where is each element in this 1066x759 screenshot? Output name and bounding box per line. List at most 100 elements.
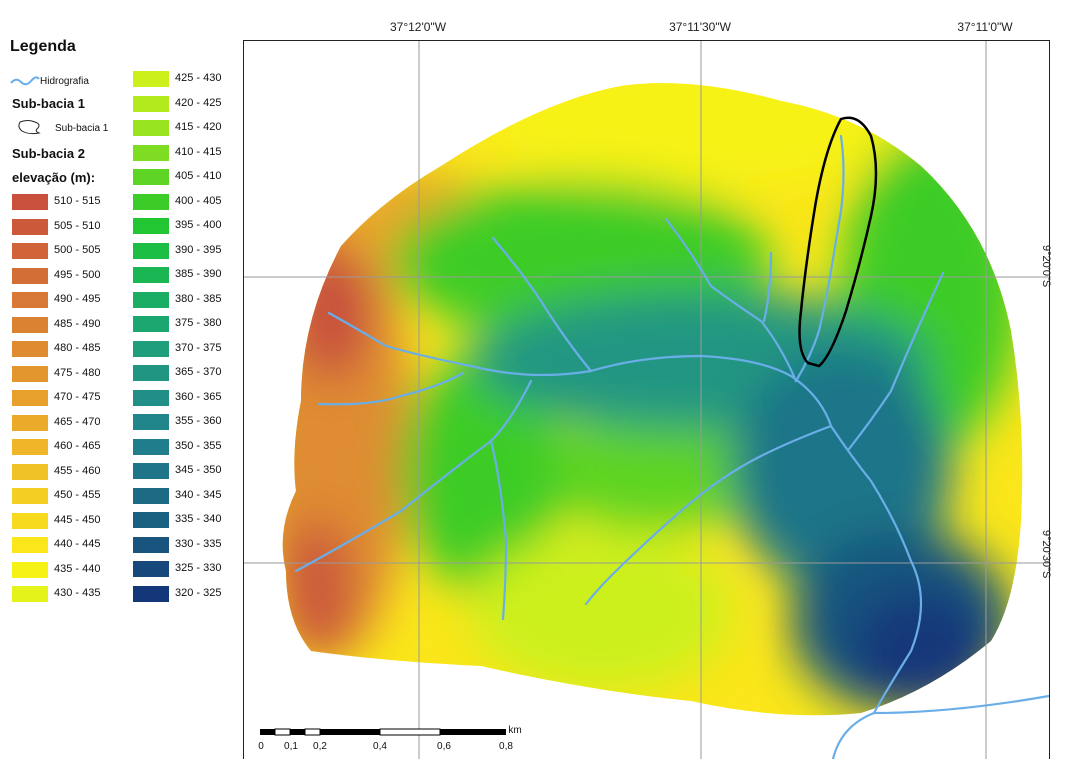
elevation-class-label: 330 - 335 — [175, 537, 222, 550]
elevation-class-swatch — [133, 169, 169, 185]
elevation-class-swatch — [133, 487, 169, 504]
elevation-raster — [282, 83, 1023, 716]
elevation-class-swatch — [12, 561, 48, 578]
elevation-class-label: 325 - 330 — [175, 562, 222, 574]
scale-tick-4: 0,6 — [437, 741, 451, 752]
elevation-class-label: 420 - 425 — [175, 96, 222, 109]
elevation-class-swatch — [133, 463, 169, 479]
elevation-class-label: 490 - 495 — [54, 293, 101, 305]
elevation-class-label: 360 - 365 — [175, 390, 222, 403]
elevation-class-swatch — [12, 292, 48, 308]
scale-tick-0: 0 — [258, 741, 264, 752]
legend-elevation-heading: elevação (m): — [12, 170, 96, 185]
elevation-class-label: 350 - 355 — [175, 439, 222, 452]
elevation-class-swatch — [12, 267, 48, 284]
elevation-class-label: 450 - 455 — [54, 489, 101, 501]
elevation-class-label: 340 - 345 — [175, 488, 222, 501]
elevation-class-label: 445 - 450 — [54, 513, 101, 526]
elevation-class-swatch — [12, 316, 48, 333]
elevation-class-label: 355 - 360 — [175, 415, 222, 427]
scale-bar-graphic — [260, 728, 506, 736]
elevation-class-swatch — [12, 586, 48, 602]
elevation-class-label: 425 - 430 — [175, 72, 222, 84]
elevation-class-label: 335 - 340 — [175, 513, 222, 525]
elevation-class-label: 505 - 510 — [54, 219, 101, 232]
elevation-class-label: 345 - 350 — [175, 464, 222, 476]
elevation-class-label: 430 - 435 — [54, 587, 101, 599]
elevation-class-swatch — [133, 218, 169, 234]
elevation-class-swatch — [133, 536, 169, 553]
elevation-class-swatch — [133, 95, 169, 112]
elevation-class-swatch — [12, 488, 48, 504]
elevation-class-label: 395 - 400 — [175, 219, 222, 231]
elevation-class-label: 410 - 415 — [175, 145, 222, 158]
elevation-class-label: 440 - 445 — [54, 538, 101, 550]
elevation-class-swatch — [12, 341, 48, 357]
elevation-class-label: 375 - 380 — [175, 317, 222, 329]
hydrography-line-icon — [10, 76, 40, 86]
subbasin-outline-icon — [18, 120, 41, 135]
elevation-class-label: 480 - 485 — [54, 342, 101, 354]
elevation-class-label: 455 - 460 — [54, 464, 101, 477]
elevation-class-swatch — [133, 438, 169, 455]
legend-subbasin1-label: Sub-bacia 1 — [55, 123, 109, 134]
elevation-class-label: 460 - 465 — [54, 440, 101, 452]
elevation-class-swatch — [133, 316, 169, 332]
river-network — [294, 134, 1049, 759]
scale-tick-2: 0,2 — [313, 741, 327, 752]
subbasin-1-outline — [798, 116, 878, 368]
elevation-class-swatch — [133, 120, 169, 136]
elevation-class-swatch — [133, 291, 169, 308]
elevation-class-swatch — [133, 585, 169, 602]
elevation-class-label: 380 - 385 — [175, 292, 222, 305]
legend-subbasin1-heading: Sub-bacia 1 — [12, 96, 85, 111]
elevation-class-swatch — [133, 365, 169, 381]
elevation-class-label: 415 - 420 — [175, 121, 222, 133]
elevation-class-swatch — [133, 340, 169, 357]
legend-hydrography-label: Hidrografia — [40, 76, 89, 87]
elevation-class-label: 365 - 370 — [175, 366, 222, 378]
elevation-class-label: 320 - 325 — [175, 586, 222, 599]
elevation-class-swatch — [12, 194, 48, 210]
map-frame — [243, 40, 1050, 759]
legend-title: Legenda — [10, 38, 76, 55]
scale-tick-1: 0,1 — [284, 741, 298, 752]
elevation-class-label: 510 - 515 — [54, 195, 101, 207]
longitude-label-1: 37°12'0"W — [389, 20, 447, 34]
elevation-class-swatch — [12, 414, 48, 431]
elevation-class-swatch — [12, 463, 48, 480]
elevation-class-swatch — [133, 414, 169, 430]
elevation-class-label: 400 - 405 — [175, 194, 222, 207]
elevation-class-label: 465 - 470 — [54, 415, 101, 428]
elevation-class-swatch — [12, 439, 48, 455]
elevation-class-swatch — [133, 512, 169, 528]
elevation-class-label: 435 - 440 — [54, 562, 101, 575]
elevation-map — [244, 41, 1049, 759]
elevation-class-swatch — [12, 243, 48, 259]
longitude-label-3: 37°11'0"W — [957, 20, 1013, 34]
scale-tick-3: 0,4 — [373, 741, 387, 752]
scale-unit: km — [508, 725, 522, 736]
scale-tick-5: 0,8 — [499, 741, 513, 752]
map-legend: Legenda Hidrografia Sub-bacia 1 Sub-baci… — [0, 0, 240, 620]
elevation-class-swatch — [133, 561, 169, 577]
elevation-class-swatch — [12, 537, 48, 553]
elevation-class-swatch — [12, 218, 48, 235]
elevation-class-swatch — [133, 267, 169, 283]
elevation-class-label: 485 - 490 — [54, 317, 101, 330]
elevation-class-swatch — [133, 242, 169, 259]
elevation-class-swatch — [133, 389, 169, 406]
elevation-class-label: 470 - 475 — [54, 391, 101, 403]
elevation-class-swatch — [12, 390, 48, 406]
elevation-class-label: 385 - 390 — [175, 268, 222, 280]
elevation-class-label: 390 - 395 — [175, 243, 222, 256]
scale-bar: km 0 0,1 0,2 0,4 0,6 0,8 — [258, 725, 528, 757]
graticule — [244, 41, 1049, 759]
elevation-class-label: 405 - 410 — [175, 170, 222, 182]
legend-subbasin2-heading: Sub-bacia 2 — [12, 146, 85, 161]
elevation-class-swatch — [12, 512, 48, 529]
elevation-class-swatch — [133, 193, 169, 210]
elevation-class-label: 495 - 500 — [54, 268, 101, 281]
elevation-class-label: 475 - 480 — [54, 366, 101, 379]
elevation-class-label: 500 - 505 — [54, 244, 101, 256]
